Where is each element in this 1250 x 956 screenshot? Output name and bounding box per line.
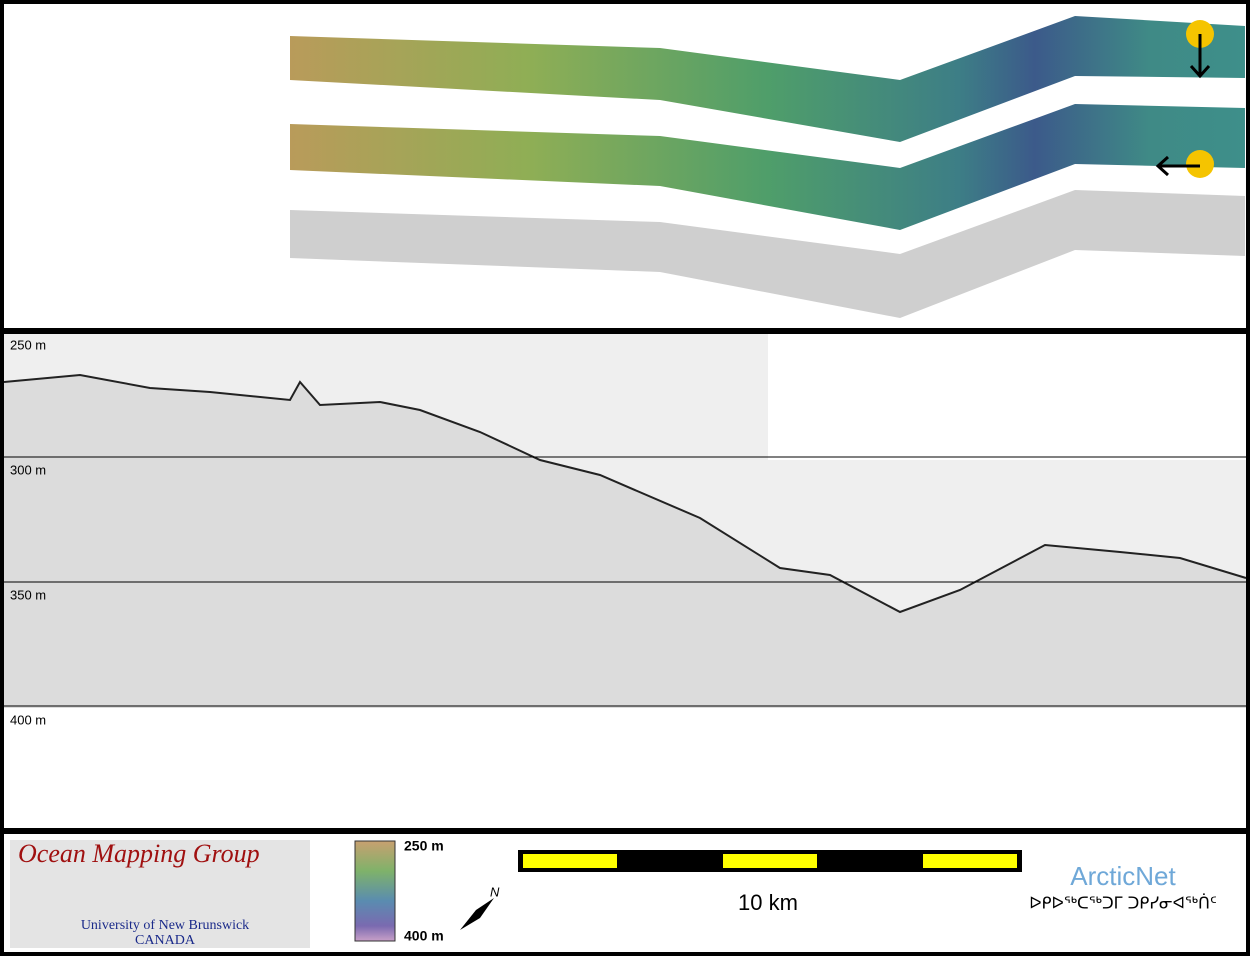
swath-shaded (290, 16, 1245, 142)
swath-backscatter (290, 190, 1245, 318)
colorbar-label: 400 m (404, 928, 444, 944)
arrow (1189, 34, 1211, 79)
scale-segment (523, 854, 617, 868)
logo (10, 840, 310, 948)
north-label: N (490, 884, 500, 899)
swath-bathymetry (290, 104, 1245, 230)
depth-label: 250 m (10, 337, 46, 352)
scale-segment (723, 854, 817, 868)
partner-name-inuktitut: ᐅᑭᐅᖅᑕᖅᑐᒥ ᑐᑭᓯᓂᐊᖅᑏᑦ (1029, 894, 1217, 913)
marker (1186, 150, 1214, 178)
scale-segment (923, 854, 1017, 868)
logo-title: Ocean Mapping Group (18, 839, 260, 868)
north-arrow (460, 898, 494, 930)
arrow (1155, 155, 1200, 177)
partner-name: ArcticNet (1070, 861, 1176, 891)
depth-label: 300 m (10, 462, 46, 477)
depth-label: 350 m (10, 587, 46, 602)
depth-label: 400 m (10, 712, 46, 727)
colorbar (354, 840, 396, 942)
logo-country: CANADA (135, 933, 196, 948)
scale-label: 10 km (738, 890, 798, 915)
logo-university: University of New Brunswick (81, 918, 249, 933)
seafloor (3, 373, 1247, 614)
colorbar-label: 250 m (404, 838, 444, 854)
subbottom-fill (4, 375, 1246, 708)
